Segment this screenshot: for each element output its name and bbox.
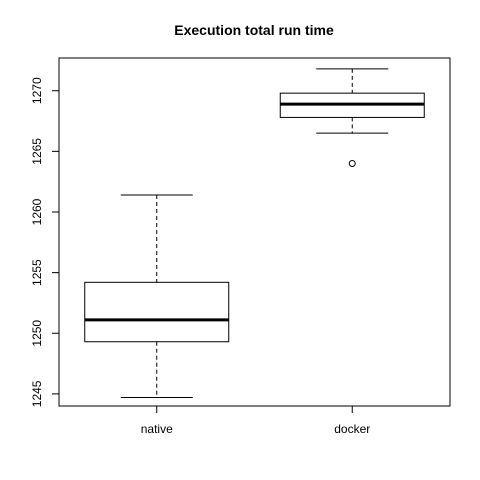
y-tick-label: 1255 [30,259,44,286]
x-tick-label: docker [334,422,370,436]
box-group-docker [279,68,425,167]
outlier-point [348,159,356,167]
y-tick-label: 1260 [30,198,44,225]
y-tick-label: 1250 [30,320,44,347]
boxes [84,68,425,399]
y-tick-label: 1265 [30,138,44,165]
chart-title: Execution total run time [174,22,334,38]
y-tick-label: 1245 [30,380,44,407]
x-tick-label: native [141,422,173,436]
x-axis-labels: native docker [141,406,370,436]
y-tick-label: 1270 [30,77,44,104]
box-group-native [84,194,230,399]
iqr-box [84,281,230,343]
y-axis-ticks: 1245 1250 1255 1260 1265 1270 [30,77,59,407]
